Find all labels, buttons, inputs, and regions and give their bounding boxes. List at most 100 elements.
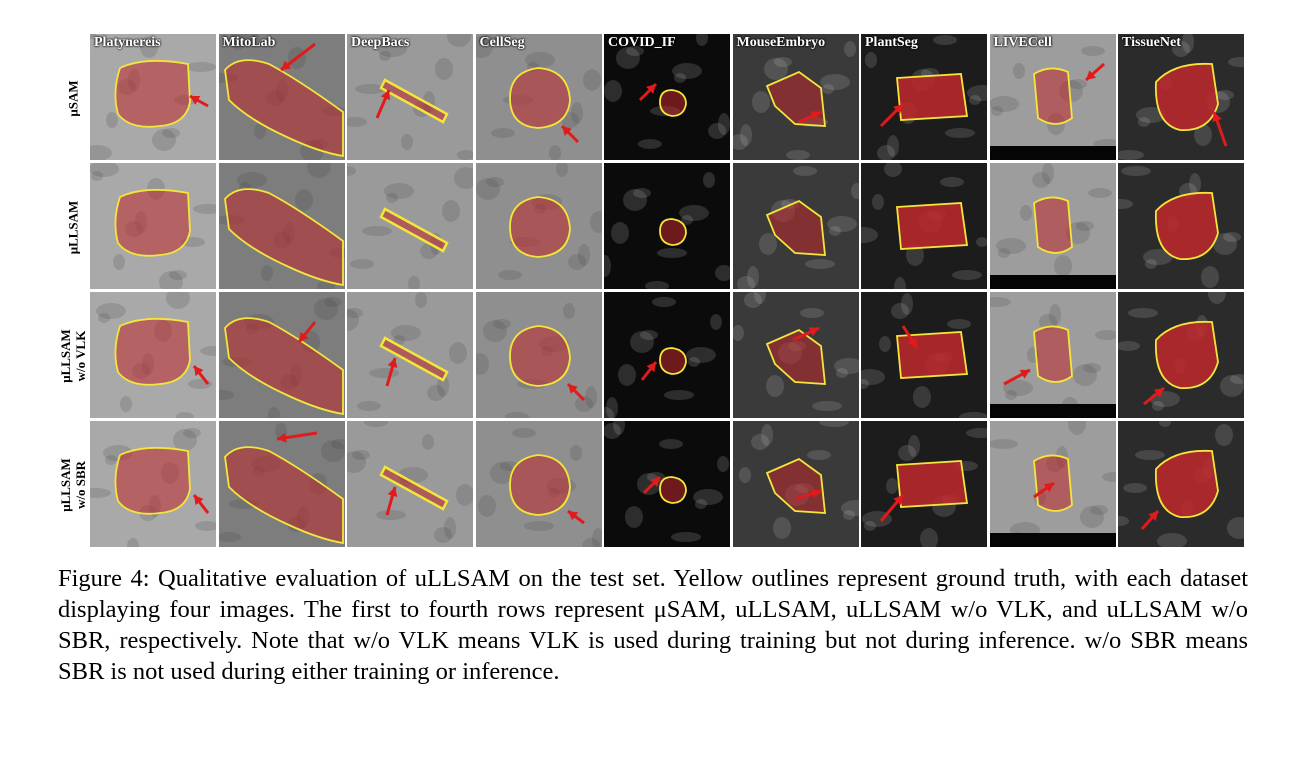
row-label-line2: w/o VLK [73,330,89,382]
panel-deepbacs-row1: DeepBacs [347,34,473,160]
arrow-head-icon [1085,70,1096,80]
panel-cellseg-row2 [475,163,602,289]
figure-grid: μSAM μLLSAM μLLSAM w/o VLK μLLSAM w/o SBR Plat… [58,34,1244,548]
ground-truth-outline [379,207,449,253]
ground-truth-outline [379,465,449,511]
ground-truth-outline [114,188,191,257]
ground-truth-outline [659,476,687,504]
micrograph-image [1118,421,1244,547]
ground-truth-outline [765,70,826,127]
panel-covid-if-row4 [604,421,730,547]
column-title: CellSeg [479,35,525,50]
micrograph-image [861,292,987,418]
segmentation-mask [660,219,686,245]
arrow-head-icon [298,331,309,342]
column-title: MitoLab [222,35,276,50]
micrograph-image [347,34,473,160]
segmentation-mask [1033,197,1072,253]
ground-truth-outline [508,325,571,387]
segmentation-mask [897,203,967,249]
segmentation-mask [1155,450,1218,518]
column-title: PlantSeg [865,35,918,50]
micrograph-image [90,34,216,160]
panel-mitolab-row4 [218,421,345,547]
panel-covid-if-row3 [604,292,730,418]
ground-truth-outline [508,196,571,258]
panel-deepbacs-row2 [347,163,473,289]
ground-truth-outline [896,202,969,250]
ground-truth-outline [379,336,449,382]
ground-truth-outline [114,317,191,386]
panel-mitolab-row1: MitoLab [218,34,345,160]
ground-truth-outline [659,218,687,246]
micrograph-image [475,421,602,547]
panel-mouseembryo-row3 [732,292,859,418]
segmentation-mask [224,447,343,543]
panel-covid-if-row2 [604,163,730,289]
panel-cellseg-row3 [475,292,602,418]
micrograph-image [1118,34,1244,160]
arrow-head-icon [650,477,660,487]
micrograph-image [604,421,730,547]
micrograph-image [989,163,1116,289]
panel-deepbacs-row3 [347,292,473,418]
ground-truth-outline [379,78,449,124]
arrow-head-icon [810,111,821,121]
micrograph-image [732,34,859,160]
ground-truth-outline [1032,196,1073,254]
panel-tissuenet-row4 [1118,421,1244,547]
figure-caption: Figure 4: Qualitative evaluation of uLLS… [58,563,1248,687]
arrow-head-icon [561,126,572,136]
arrow-head-icon [1043,483,1054,493]
micrograph-image [604,163,730,289]
arrow-head-icon [646,362,656,373]
ground-truth-outline [1032,325,1073,383]
panel-tissuenet-row1: TissueNet [1118,34,1244,160]
micrograph-image [347,163,473,289]
ground-truth-outline [508,454,571,516]
segmentation-mask [660,90,686,116]
panel-mouseembryo-row4 [732,421,859,547]
segmentation-mask [766,330,825,384]
arrow-head-icon [893,495,903,506]
arrow-head-icon [194,495,204,506]
micrograph-image [347,292,473,418]
segmentation-mask [766,201,825,255]
panel-platynereis-row2 [90,163,216,289]
arrow-head-icon [194,366,204,377]
arrow-head-icon [567,384,578,394]
micrograph-image [989,34,1116,160]
micrograph-image [861,34,987,160]
ground-truth-outline [114,59,191,128]
panel-livecell-row1: LIVECell [989,34,1116,160]
ground-truth-outline [223,59,344,158]
micrograph-image [475,34,602,160]
segmentation-mask [509,326,570,386]
micrograph-image [604,292,730,418]
panel-deepbacs-row4 [347,421,473,547]
panel-cellseg-row1: CellSeg [475,34,602,160]
segmentation-mask [224,60,343,156]
micrograph-image [732,292,859,418]
micrograph-image [732,163,859,289]
row-label-line1: μSAM [65,79,81,117]
ground-truth-outline [1155,62,1219,131]
segmentation-mask [897,332,967,378]
ground-truth-outline [223,317,344,416]
panel-plantseg-row1: PlantSeg [861,34,987,160]
row-label-2: μLLSAM [58,163,88,291]
micrograph-image [861,163,987,289]
arrow-head-icon [646,84,656,94]
micrograph-image [989,292,1116,418]
arrow-head-icon [808,327,819,337]
segmentation-mask [381,467,447,509]
segmentation-mask [381,80,447,122]
segmentation-mask [660,477,686,503]
micrograph-image [1118,292,1244,418]
ground-truth-outline [1155,449,1219,518]
ground-truth-outline [1155,191,1219,260]
row-label-3: μLLSAM w/o VLK [58,292,88,420]
micrograph-image [218,292,345,418]
arrow-head-icon [387,358,398,369]
segmentation-mask [1033,326,1072,382]
